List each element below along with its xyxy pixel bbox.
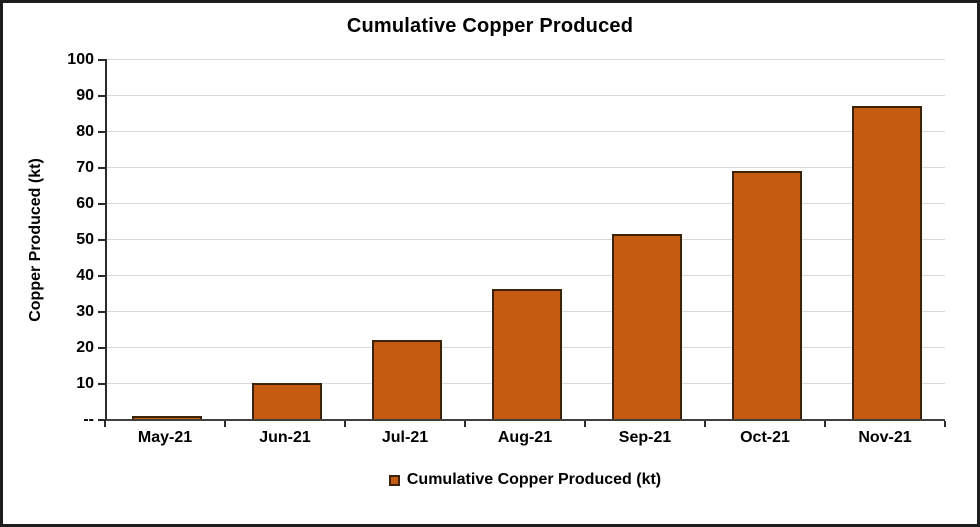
y-axis-tick-label: 10: [76, 375, 94, 392]
y-axis-tick: [98, 203, 106, 205]
y-axis-tick-label: 30: [76, 303, 94, 320]
y-axis-tick-label: 60: [76, 195, 94, 212]
x-axis-tick: [944, 421, 946, 427]
y-axis-tick: [98, 167, 106, 169]
legend-label: Cumulative Copper Produced (kt): [406, 471, 662, 488]
x-axis-tick: [584, 421, 586, 427]
x-axis-label: Jun-21: [259, 429, 311, 446]
gridline: [107, 167, 945, 168]
y-axis-tick-label: 80: [76, 123, 94, 140]
x-axis-label: Nov-21: [858, 429, 912, 446]
gridline: [107, 59, 945, 60]
y-axis-tick: [98, 131, 106, 133]
y-axis-tick-label: --: [83, 411, 94, 428]
x-axis-tick: [224, 421, 226, 427]
bar-May-21: [132, 416, 202, 419]
x-axis-tick: [824, 421, 826, 427]
gridline: [107, 95, 945, 96]
chart-title: Cumulative Copper Produced: [346, 15, 634, 37]
y-axis-tick-label: 100: [67, 51, 94, 68]
bar-Aug-21: [492, 289, 562, 419]
bar-Jun-21: [252, 383, 322, 419]
x-axis-tick: [464, 421, 466, 427]
y-axis-tick-label: 40: [76, 267, 94, 284]
x-axis-tick: [104, 421, 106, 427]
y-axis-tick-label: 70: [76, 159, 94, 176]
x-axis-tick: [344, 421, 346, 427]
gridline: [107, 131, 945, 132]
x-axis-label: Oct-21: [740, 429, 790, 446]
y-axis-tick: [98, 239, 106, 241]
y-axis-tick: [98, 275, 106, 277]
legend: Cumulative Copper Produced (kt): [105, 471, 945, 489]
y-axis-tick: [98, 383, 106, 385]
x-axis-label: Jul-21: [381, 429, 429, 446]
bar-Oct-21: [732, 170, 802, 419]
gridline: [107, 203, 945, 204]
bar-Nov-21: [852, 105, 922, 419]
x-axis-tick: [704, 421, 706, 427]
x-axis-label: Sep-21: [618, 429, 672, 446]
legend-color-swatch-icon: [388, 474, 400, 486]
y-axis-tick-label: 50: [76, 231, 94, 248]
gridline: [107, 239, 945, 240]
y-axis-tick: [98, 311, 106, 313]
x-axis-label: Aug-21: [497, 429, 553, 446]
gridline: [107, 275, 945, 276]
plot-area: [105, 59, 945, 421]
bar-Sep-21: [612, 233, 682, 419]
y-axis-tick: [98, 59, 106, 61]
y-axis-tick: [98, 347, 106, 349]
y-axis-tick: [98, 95, 106, 97]
y-axis-tick: [98, 419, 106, 421]
y-axis-tick-label: 90: [76, 87, 94, 104]
y-axis-tick-label: 20: [76, 339, 94, 356]
bar-Jul-21: [372, 339, 442, 419]
x-axis-label: May-21: [137, 429, 193, 446]
